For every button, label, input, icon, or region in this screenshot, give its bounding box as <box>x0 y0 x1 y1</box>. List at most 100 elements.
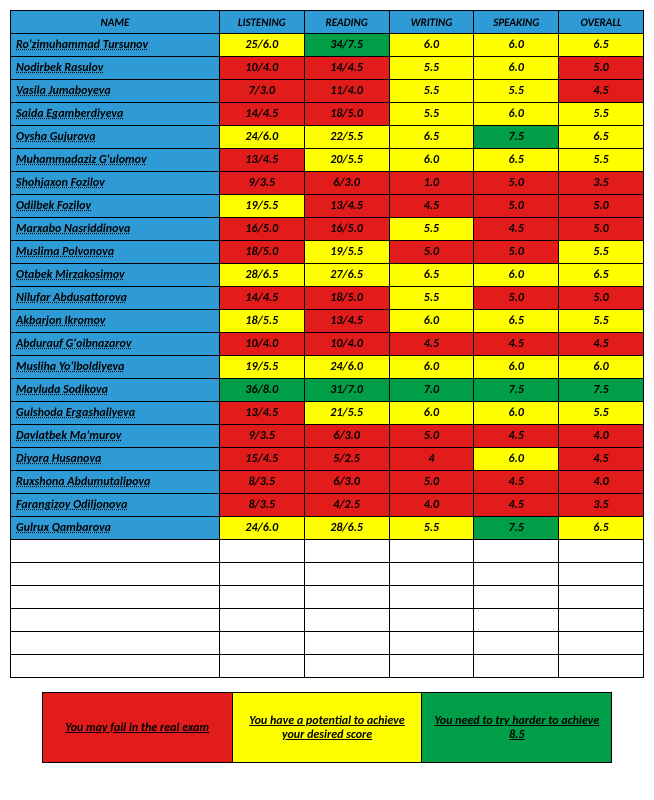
table-row: Oysha Gujurova24/6.022/5.56.57.56.5 <box>11 126 644 149</box>
student-name: Muhammadaziz G'ulomov <box>11 149 220 172</box>
score-cell: 24/6.0 <box>219 517 304 540</box>
student-name: Shohjaxon Fozilov <box>11 172 220 195</box>
empty-row <box>11 586 644 609</box>
table-row: Vasila Jumaboyeva7/3.011/4.05.55.54.5 <box>11 80 644 103</box>
score-cell: 6.5 <box>559 34 644 57</box>
score-cell: 4.5 <box>559 333 644 356</box>
score-cell: 4.5 <box>389 333 474 356</box>
empty-row <box>11 609 644 632</box>
empty-cell <box>389 655 474 678</box>
table-row: Marxabo Nasriddinova16/5.016/5.05.54.55.… <box>11 218 644 241</box>
score-cell: 4.0 <box>559 425 644 448</box>
table-row: Musliha Yo'lboldiyeva19/5.524/6.06.06.06… <box>11 356 644 379</box>
empty-cell <box>474 586 559 609</box>
score-cell: 4.5 <box>389 195 474 218</box>
empty-cell <box>11 540 220 563</box>
score-cell: 5.5 <box>389 103 474 126</box>
score-cell: 28/6.5 <box>304 517 389 540</box>
score-cell: 5.5 <box>559 241 644 264</box>
score-cell: 7.5 <box>474 126 559 149</box>
empty-cell <box>389 586 474 609</box>
score-cell: 20/5.5 <box>304 149 389 172</box>
score-cell: 5.5 <box>389 57 474 80</box>
empty-cell <box>11 586 220 609</box>
score-cell: 4.5 <box>474 494 559 517</box>
score-cell: 4 <box>389 448 474 471</box>
empty-cell <box>389 632 474 655</box>
score-cell: 14/4.5 <box>304 57 389 80</box>
empty-cell <box>304 586 389 609</box>
score-cell: 6.0 <box>474 34 559 57</box>
student-name: Odilbek Fozilov <box>11 195 220 218</box>
table-row: Gulshoda Ergashaliyeva13/4.521/5.56.06.0… <box>11 402 644 425</box>
score-cell: 6.5 <box>474 310 559 333</box>
score-cell: 6.5 <box>389 264 474 287</box>
empty-cell <box>11 563 220 586</box>
table-row: Shohjaxon Fozilov9/3.56/3.01.05.03.5 <box>11 172 644 195</box>
score-cell: 9/3.5 <box>219 425 304 448</box>
score-cell: 6.5 <box>559 264 644 287</box>
student-name: Musliha Yo'lboldiyeva <box>11 356 220 379</box>
student-name: Mavluda Sodikova <box>11 379 220 402</box>
score-cell: 19/5.5 <box>304 241 389 264</box>
empty-cell <box>304 609 389 632</box>
score-cell: 5.0 <box>559 57 644 80</box>
score-cell: 28/6.5 <box>219 264 304 287</box>
score-cell: 5.0 <box>559 218 644 241</box>
score-cell: 14/4.5 <box>219 103 304 126</box>
score-cell: 6/3.0 <box>304 471 389 494</box>
score-cell: 5.5 <box>389 80 474 103</box>
student-name: Akbarjon Ikromov <box>11 310 220 333</box>
score-cell: 4.5 <box>474 425 559 448</box>
score-cell: 18/5.0 <box>304 103 389 126</box>
score-cell: 13/4.5 <box>219 402 304 425</box>
table-row: Abdurauf G'oibnazarov10/4.010/4.04.54.54… <box>11 333 644 356</box>
score-cell: 5.5 <box>389 517 474 540</box>
score-cell: 4.5 <box>559 448 644 471</box>
student-name: Gulshoda Ergashaliyeva <box>11 402 220 425</box>
score-cell: 6.0 <box>474 448 559 471</box>
empty-cell <box>11 632 220 655</box>
score-cell: 18/5.0 <box>219 241 304 264</box>
score-cell: 18/5.0 <box>304 287 389 310</box>
score-cell: 34/7.5 <box>304 34 389 57</box>
empty-cell <box>11 655 220 678</box>
student-name: Ruxshona Abdumutalipova <box>11 471 220 494</box>
score-cell: 5/2.5 <box>304 448 389 471</box>
score-cell: 6.0 <box>389 402 474 425</box>
score-cell: 6.0 <box>389 310 474 333</box>
empty-cell <box>219 632 304 655</box>
score-cell: 6.0 <box>474 57 559 80</box>
score-cell: 5.5 <box>559 103 644 126</box>
score-cell: 4.0 <box>389 494 474 517</box>
score-cell: 5.0 <box>389 425 474 448</box>
empty-cell <box>474 609 559 632</box>
score-cell: 15/4.5 <box>219 448 304 471</box>
empty-cell <box>219 586 304 609</box>
score-cell: 1.0 <box>389 172 474 195</box>
score-cell: 6.5 <box>389 126 474 149</box>
score-cell: 22/5.5 <box>304 126 389 149</box>
score-cell: 13/4.5 <box>304 195 389 218</box>
score-cell: 5.0 <box>559 195 644 218</box>
score-cell: 5.5 <box>559 402 644 425</box>
empty-cell <box>474 563 559 586</box>
empty-cell <box>559 540 644 563</box>
score-cell: 6.0 <box>389 356 474 379</box>
scores-table: NAME LISTENING READING WRITING SPEAKING … <box>10 10 644 678</box>
score-cell: 6.0 <box>474 264 559 287</box>
score-cell: 18/5.5 <box>219 310 304 333</box>
empty-cell <box>389 563 474 586</box>
table-row: Davlatbek Ma'murov9/3.56/3.05.04.54.0 <box>11 425 644 448</box>
table-row: Mavluda Sodikova36/8.031/7.07.07.57.5 <box>11 379 644 402</box>
score-cell: 4.5 <box>559 80 644 103</box>
student-name: Marxabo Nasriddinova <box>11 218 220 241</box>
score-cell: 8/3.5 <box>219 471 304 494</box>
table-row: Ruxshona Abdumutalipova8/3.56/3.05.04.54… <box>11 471 644 494</box>
score-cell: 8/3.5 <box>219 494 304 517</box>
score-cell: 6.0 <box>474 402 559 425</box>
legend-cell: You need to try harder to achieve 8.5 <box>422 693 612 763</box>
empty-cell <box>304 540 389 563</box>
student-name: Davlatbek Ma'murov <box>11 425 220 448</box>
score-cell: 6.0 <box>389 34 474 57</box>
